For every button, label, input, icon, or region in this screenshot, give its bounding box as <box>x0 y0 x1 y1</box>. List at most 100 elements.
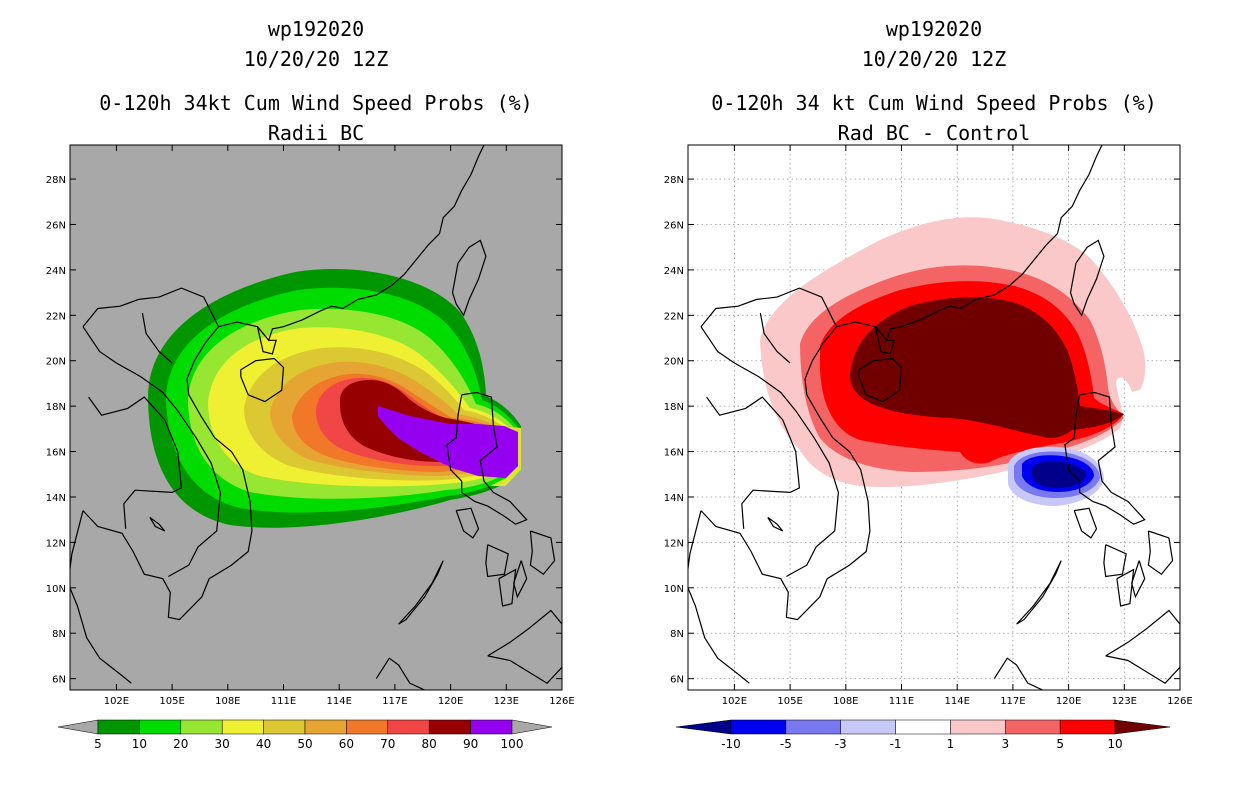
colorbar-tick-label: 50 <box>297 737 312 751</box>
coastline-segment <box>1069 239 1105 317</box>
y-tick-label: 14N <box>664 493 684 504</box>
colorbar-right-arrow <box>1114 719 1171 735</box>
colorbar-tick-label: 80 <box>422 737 437 751</box>
coastline-segment <box>1131 560 1146 599</box>
right-axes: 102E 105E 108E 111E 114E 117E 120E 123E 126E 6N 8N… <box>664 145 1193 707</box>
x-tick-label: 120E <box>1056 696 1081 707</box>
coastline-segment <box>1103 544 1127 578</box>
border-segment <box>700 287 838 328</box>
colorbar-swatch <box>950 719 1006 735</box>
colorbar-swatch <box>139 719 182 735</box>
probability-contours <box>148 269 521 528</box>
colorbar-swatch <box>263 719 306 735</box>
coastline-segment <box>256 326 277 355</box>
right-title-subtitle: Rad BC - Control <box>837 121 1031 145</box>
colorbar-swatch <box>470 719 513 735</box>
x-tick-label: 105E <box>159 696 184 707</box>
coastline-segment <box>1116 568 1135 607</box>
coastline-segment <box>485 544 509 578</box>
contour-outer-yellow-edge <box>490 426 521 486</box>
border-segment <box>706 396 801 529</box>
colorbar-tick-label: 10 <box>132 737 147 751</box>
coastline-segment <box>1105 609 1180 684</box>
coastline-segment <box>82 326 253 621</box>
border-segment <box>759 312 791 364</box>
coastline-segment <box>218 145 485 342</box>
x-tick-label: 120E <box>438 696 463 707</box>
colorbar-swatch <box>180 719 223 735</box>
coastline-segment <box>688 510 750 684</box>
y-tick-label: 18N <box>664 402 684 413</box>
y-tick-label: 20N <box>46 357 66 368</box>
colorbar-tick-label: -3 <box>835 737 847 751</box>
y-tick-label: 22N <box>664 311 684 322</box>
x-tick-label: 102E <box>104 696 129 707</box>
colorbar-tick-label: 5 <box>94 737 102 751</box>
colorbar-tick-label: 20 <box>173 737 188 751</box>
y-tick-label: 28N <box>46 175 66 186</box>
coastline-segment <box>240 357 285 403</box>
y-tick-label: 22N <box>46 311 66 322</box>
y-tick-label: 24N <box>664 266 684 277</box>
y-tick-label: 26N <box>664 220 684 231</box>
left-title-date: 10/20/20 12Z <box>243 47 389 71</box>
left-colorbar: 5 10 20 30 40 50 60 70 80 90 100 <box>57 719 553 751</box>
y-tick-label: 18N <box>46 402 66 413</box>
y-tick-label: 26N <box>46 220 66 231</box>
border-segment <box>82 287 220 328</box>
colorbar-left-arrow <box>675 719 732 735</box>
contour-90-100 <box>378 406 520 478</box>
y-tick-label: 8N <box>52 629 66 640</box>
y-tick-label: 28N <box>664 175 684 186</box>
colorbar-tick-label: 1 <box>947 737 955 751</box>
x-tick-label: 102E <box>722 696 747 707</box>
right-title-product: 0-120h 34 kt Cum Wind Speed Probs (%) <box>711 91 1157 115</box>
y-tick-label: 16N <box>46 448 66 459</box>
y-tick-label: 16N <box>664 448 684 459</box>
x-tick-label: 117E <box>1000 696 1025 707</box>
x-tick-label: 123E <box>1112 696 1137 707</box>
contour-neg-10 <box>1032 461 1086 488</box>
coastline-segment <box>858 357 903 403</box>
coastline-segment <box>451 239 487 317</box>
coastline-segment <box>1073 507 1098 539</box>
coastline-segment <box>70 510 132 684</box>
left-axes: 102E 105E 108E 111E 114E 117E 120E 123E 126E 6N 8N… <box>46 145 575 707</box>
difference-contours <box>760 217 1146 506</box>
colorbar-tick-label: 10 <box>1107 737 1122 751</box>
x-tick-label: 126E <box>549 696 574 707</box>
right-colorbar: -10 -5 -3 -1 1 3 5 10 <box>675 719 1171 751</box>
colorbar-swatch <box>428 719 471 735</box>
colorbar-swatch <box>895 719 951 735</box>
x-tick-label: 114E <box>327 696 352 707</box>
coastline-segment <box>455 507 480 539</box>
coastline-segment <box>836 145 1103 342</box>
y-tick-label: 24N <box>46 266 66 277</box>
coastlines <box>70 145 562 690</box>
colorbar-tick-label: 3 <box>1001 737 1009 751</box>
colorbar-tick-label: 40 <box>256 737 271 751</box>
y-tick-label: 12N <box>664 538 684 549</box>
left-title-storm-id: wp192020 <box>267 17 365 41</box>
coastline-segment <box>1147 530 1174 576</box>
left-title-product: 0-120h 34kt Cum Wind Speed Probs (%) <box>99 91 533 115</box>
coastline-segment <box>487 609 562 684</box>
right-title-date: 10/20/20 12Z <box>861 47 1007 71</box>
x-tick-label: 123E <box>494 696 519 707</box>
colorbar-tick-label: -5 <box>780 737 792 751</box>
colorbar-swatch <box>840 719 896 735</box>
contour-pos-10 <box>850 297 1124 438</box>
left-chart: 102E 105E 108E 111E 114E 117E 120E 123E 126E 6N 8N… <box>46 144 575 751</box>
y-tick-label: 10N <box>664 584 684 595</box>
y-tick-label: 8N <box>670 629 684 640</box>
colorbar-right-arrow <box>511 719 553 735</box>
y-tick-label: 14N <box>46 493 66 504</box>
border-segment <box>141 312 173 364</box>
coastline-segment <box>993 657 1043 690</box>
y-tick-label: 12N <box>46 538 66 549</box>
y-tick-label: 20N <box>664 357 684 368</box>
border-segment <box>88 396 183 529</box>
colorbar-tick-label: 100 <box>501 737 524 751</box>
y-tick-label: 10N <box>46 584 66 595</box>
colorbar-tick-label: 5 <box>1056 737 1064 751</box>
